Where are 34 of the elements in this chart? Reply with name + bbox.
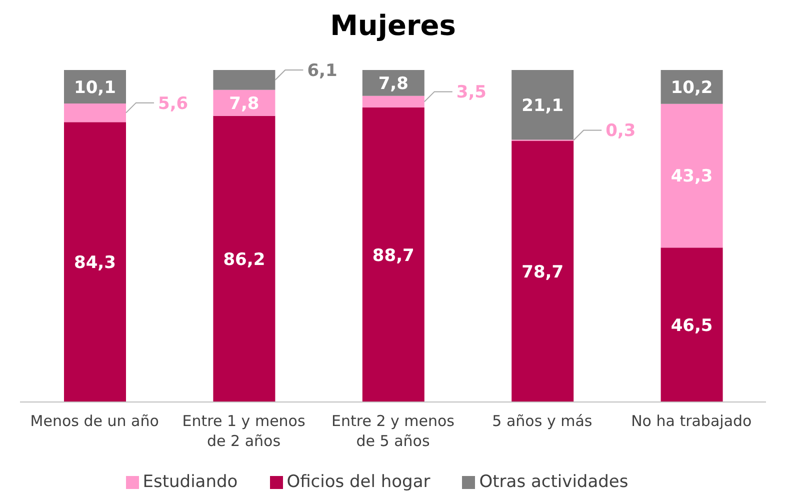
data-label: 86,2 xyxy=(223,250,266,270)
bar xyxy=(64,104,126,122)
bar xyxy=(362,108,424,402)
data-label: 21,1 xyxy=(522,96,564,116)
data-label: 84,3 xyxy=(74,253,116,274)
bar xyxy=(660,104,723,248)
bar xyxy=(213,116,276,402)
data-label: 0,3 xyxy=(606,121,636,142)
bar xyxy=(512,70,574,140)
data-label: 10,2 xyxy=(670,78,713,98)
x-tick-label: Entre 2 y menos de 5 años xyxy=(332,412,455,450)
chart-title: Mujeres xyxy=(329,8,457,44)
bar xyxy=(64,122,126,402)
data-label: 43,3 xyxy=(670,166,713,187)
bar xyxy=(213,70,276,90)
bar xyxy=(660,248,723,402)
data-label: 10,1 xyxy=(74,78,116,98)
data-label: 3,5 xyxy=(456,82,487,103)
x-tick-label: Entre 1 y menos de 2 años xyxy=(182,412,306,450)
data-label: 46,5 xyxy=(670,316,713,336)
bar xyxy=(362,96,424,108)
bar xyxy=(512,140,574,402)
data-label: 7,8 xyxy=(229,94,260,114)
data-label: 6,1 xyxy=(307,60,338,81)
data-label: 78,7 xyxy=(522,262,564,282)
legend-label: Otras actividades xyxy=(479,472,628,492)
data-label: 5,6 xyxy=(158,94,188,114)
legend-label: Estudiando xyxy=(142,472,238,492)
x-tick-label: No ha trabajado xyxy=(631,412,752,430)
x-tick-label: Menos de un año xyxy=(30,412,159,430)
x-tick-label: 5 años y más xyxy=(492,412,592,430)
legend-label: Oficios del hogar xyxy=(286,472,430,492)
data-label: 88,7 xyxy=(372,246,414,266)
data-label: 7,8 xyxy=(378,74,408,94)
